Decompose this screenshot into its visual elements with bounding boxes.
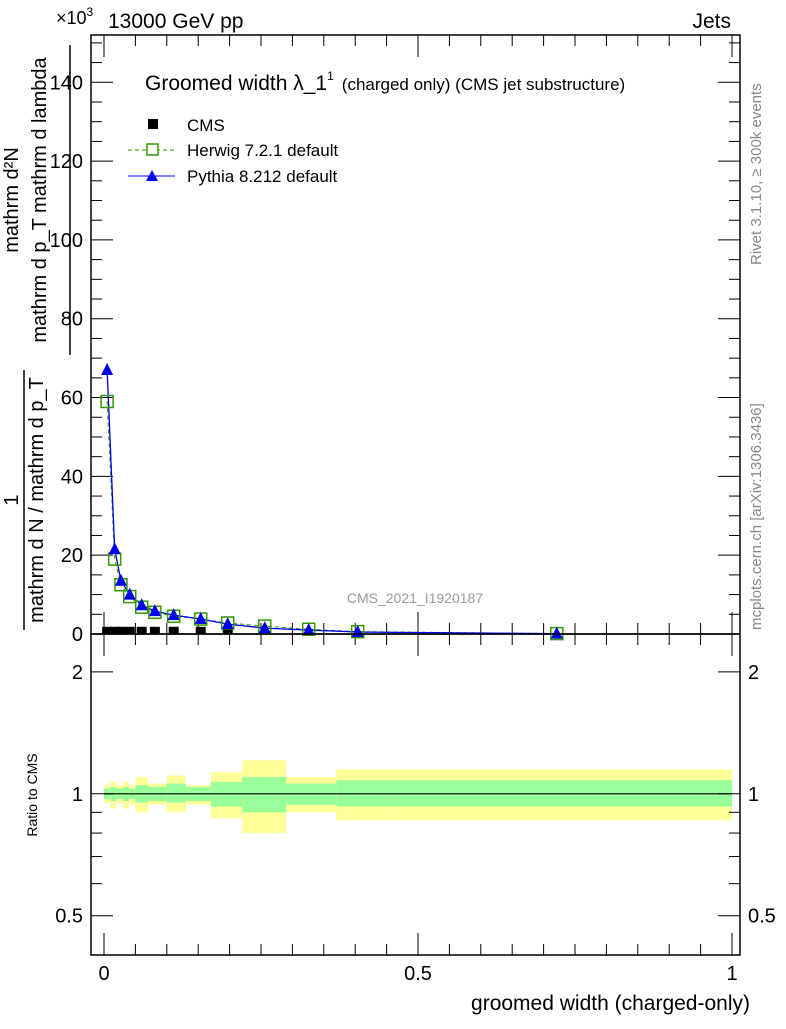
y-tick-label: 60 <box>61 388 83 410</box>
legend-marker-herwig <box>146 143 159 156</box>
ratio-band-inner <box>166 783 186 803</box>
y-axis-label-num: mathrm d²N <box>1 147 23 253</box>
ratio-y-tick-label: 0.5 <box>55 906 83 928</box>
pythia-point <box>258 621 271 634</box>
y-tick-label: 20 <box>61 545 83 567</box>
y-tick-label: 0 <box>72 624 83 646</box>
y-axis-label-pre-den: mathrm d N / mathrm d p_T <box>26 377 48 623</box>
pythia-point <box>302 623 315 636</box>
y-tick-label: 40 <box>61 466 83 488</box>
legend-marker-cms <box>148 119 158 129</box>
legend-label-pythia: Pythia 8.212 default <box>187 167 338 186</box>
x-tick-label: 1 <box>726 963 737 985</box>
cms-point <box>149 626 160 634</box>
y-tick-label: 80 <box>61 309 83 331</box>
header-right: Jets <box>692 10 731 33</box>
pythia-point <box>114 573 127 586</box>
y-axis-label: 1 mathrm d N / mathrm d p_T mathrm d²N m… <box>1 45 71 630</box>
pythia-point <box>123 587 136 600</box>
plot-title: Groomed width λ_11 (charged only) (CMS je… <box>145 69 625 95</box>
ratio-y-tick-label-right: 2 <box>748 662 759 684</box>
cms-point <box>195 626 206 634</box>
rivet-label: Rivet 3.1.10, ≥ 300k events <box>748 83 765 265</box>
x-axis-label: groomed width (charged-only) <box>471 992 750 1015</box>
ratio-y-tick-label: 1 <box>72 784 83 806</box>
x-tick-label: 0 <box>98 963 109 985</box>
pythia-point <box>221 617 234 630</box>
y-tick-label: 100 <box>50 230 83 252</box>
y-tick-label: 140 <box>50 72 83 94</box>
ratio-y-tick-label-right: 0.5 <box>748 906 776 928</box>
watermark: CMS_2021_I1920187 <box>347 590 483 606</box>
y-axis-label-den: mathrm d p_T mathrm d lambda <box>29 56 51 342</box>
ratio-y-tick-label: 2 <box>72 662 83 684</box>
cms-point <box>115 626 126 634</box>
pythia-point <box>550 626 563 639</box>
cms-point <box>102 626 113 634</box>
cms-point <box>168 626 179 634</box>
cms-point <box>124 626 135 634</box>
legend-marker-pythia <box>146 170 158 181</box>
legend-label-cms: CMS <box>187 116 225 135</box>
pythia-line <box>106 369 557 635</box>
legend: CMS Herwig 7.2.1 default Pythia 8.212 de… <box>128 116 338 186</box>
x-tick-label: 0.5 <box>404 963 432 985</box>
mcplots-label: mcplots.cern.ch [arXiv:1306.3436] <box>748 403 765 630</box>
pythia-point <box>167 608 180 621</box>
y-tick-label: 120 <box>50 151 83 173</box>
cms-point <box>136 626 147 634</box>
ratio-plot: 0 0.5 1 0.5 0.5 1 1 2 2 <box>55 633 776 985</box>
pythia-point <box>108 542 121 555</box>
pythia-point <box>148 604 161 617</box>
y-multiplier: ×103 <box>56 5 94 28</box>
ratio-band-inner <box>242 777 287 813</box>
cms-point <box>109 626 120 634</box>
pythia-point <box>194 612 207 625</box>
herwig-point <box>100 394 114 409</box>
cms-point <box>222 627 233 635</box>
ratio-y-tick-label-right: 1 <box>748 784 759 806</box>
y-axis-label-pre-num: 1 <box>1 494 23 505</box>
upper-plot: 0 20 40 60 80 100 120 140 <box>50 34 741 955</box>
herwig-line <box>106 401 557 635</box>
lower-frame <box>90 633 741 956</box>
ratio-y-label: Ratio to CMS <box>24 753 40 836</box>
legend-label-herwig: Herwig 7.2.1 default <box>187 141 338 160</box>
pythia-point <box>135 598 148 611</box>
header-left: 13000 GeV pp <box>108 10 243 33</box>
